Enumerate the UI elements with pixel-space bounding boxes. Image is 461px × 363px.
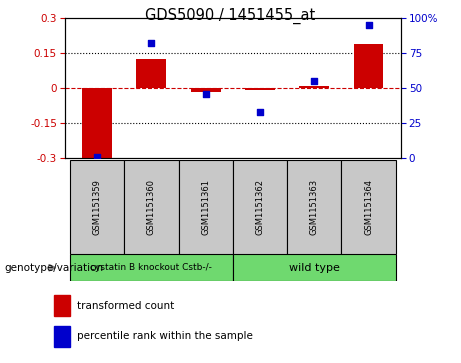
Bar [233,160,287,254]
Point [365,22,372,28]
Bar [245,88,275,90]
Point [94,154,101,159]
Text: GSM1151363: GSM1151363 [310,179,319,235]
Bar [70,254,233,281]
Text: percentile rank within the sample: percentile rank within the sample [77,331,254,342]
Text: GSM1151362: GSM1151362 [255,179,265,235]
Bar [54,326,70,347]
Bar [136,59,166,88]
Text: transformed count: transformed count [77,301,175,311]
Bar [82,88,112,159]
Text: GSM1151364: GSM1151364 [364,179,373,235]
Bar [54,295,70,316]
Bar [70,160,124,254]
Bar [233,254,396,281]
Text: GSM1151359: GSM1151359 [93,179,101,235]
Bar [341,160,396,254]
Bar [191,88,221,92]
Text: cystatin B knockout Cstb-/-: cystatin B knockout Cstb-/- [90,263,213,272]
Bar [287,160,341,254]
Text: GSM1151360: GSM1151360 [147,179,156,235]
Point [256,109,264,115]
Bar [354,44,384,88]
Text: GSM1151361: GSM1151361 [201,179,210,235]
Bar [124,160,178,254]
Bar [178,160,233,254]
Point [202,91,209,97]
Point [311,78,318,84]
Text: wild type: wild type [289,263,340,273]
Point [148,40,155,46]
Text: GDS5090 / 1451455_at: GDS5090 / 1451455_at [145,8,316,24]
Bar [299,86,329,88]
Text: genotype/variation: genotype/variation [5,263,104,273]
